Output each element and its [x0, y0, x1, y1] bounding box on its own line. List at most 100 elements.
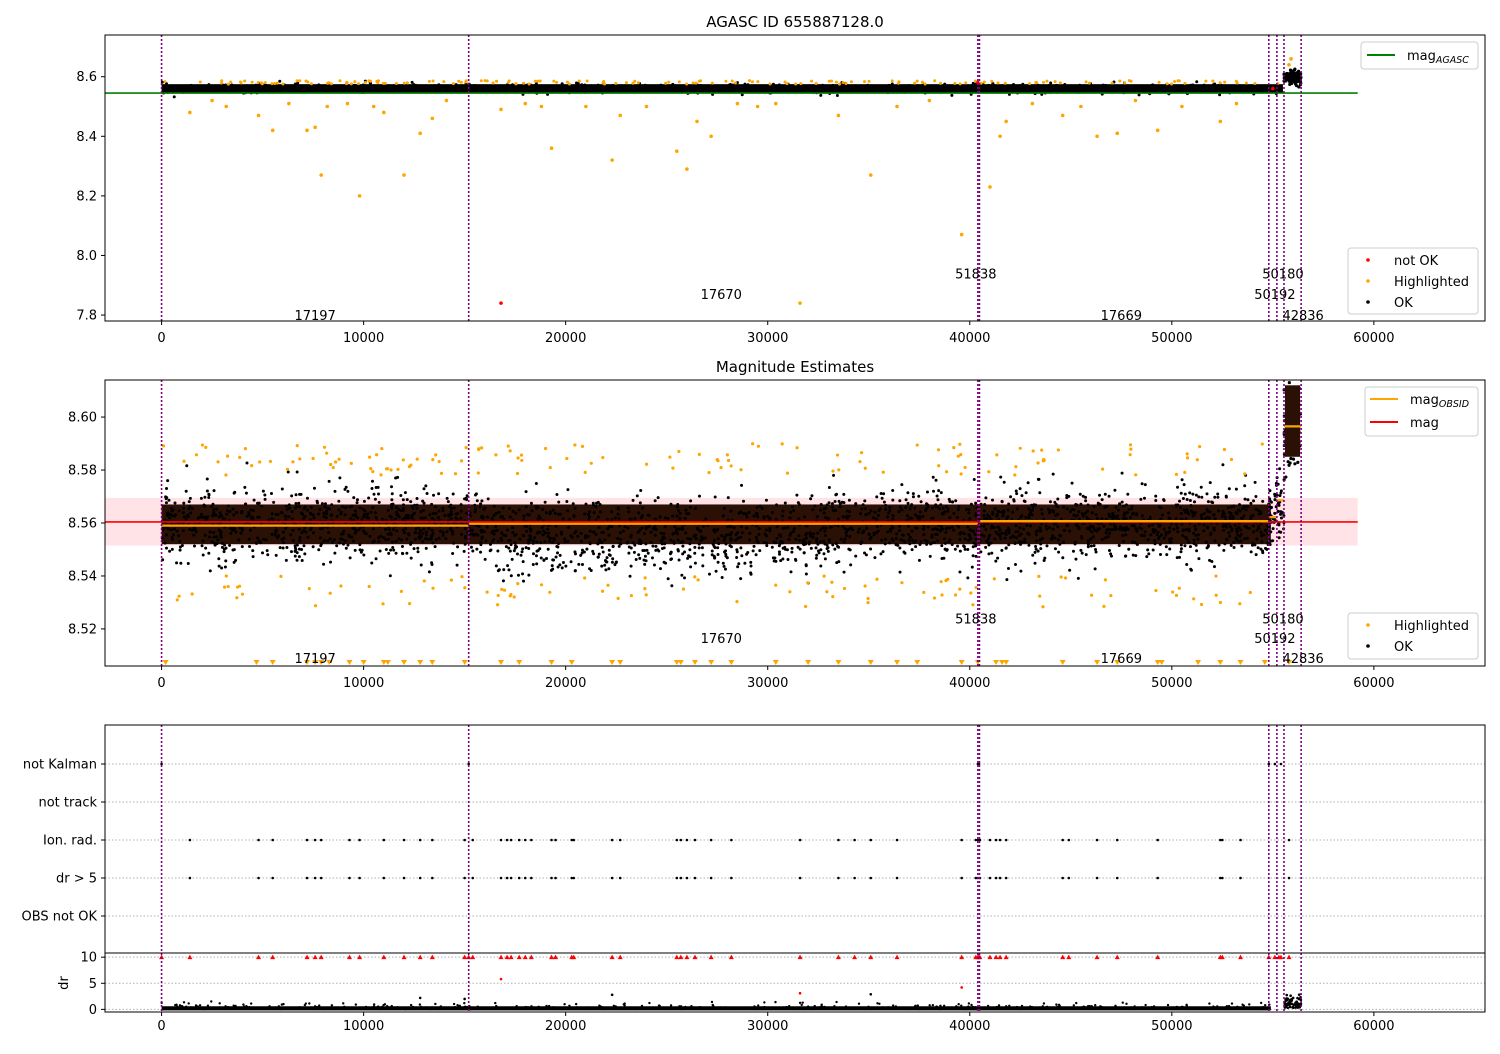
highlighted-point	[645, 463, 648, 466]
ok-point	[444, 537, 447, 540]
ok-point	[1113, 489, 1116, 492]
ok-point	[1075, 524, 1078, 527]
ok-point	[907, 525, 910, 528]
ok-point	[1163, 499, 1166, 502]
ok-point	[481, 529, 484, 532]
ok-point	[390, 485, 393, 488]
ok-point	[500, 531, 503, 534]
dr-point	[887, 1006, 889, 1008]
ok-point	[397, 508, 400, 511]
ok-point	[1287, 460, 1290, 463]
ok-point	[1039, 543, 1042, 546]
ok-point	[805, 532, 808, 535]
dr-point	[199, 1004, 201, 1006]
ok-point	[1192, 514, 1195, 517]
ok-point	[964, 548, 967, 551]
ok-point	[325, 510, 328, 513]
highlighted-point	[403, 82, 406, 85]
highlighted-point	[199, 80, 202, 83]
ok-point	[775, 537, 778, 540]
x-tick-label: 60000	[1353, 331, 1394, 346]
flag-point	[467, 763, 470, 766]
ok-point	[515, 545, 518, 548]
ok-point	[865, 89, 868, 92]
ok-point	[197, 517, 200, 520]
ok-point	[486, 526, 489, 529]
ok-point	[540, 557, 543, 560]
ok-point	[492, 514, 495, 517]
dr-point	[799, 1002, 801, 1004]
ok-point	[1291, 76, 1294, 79]
ok-point	[479, 506, 482, 509]
ok-point	[1183, 544, 1186, 547]
ok-point	[748, 532, 751, 535]
flag-point	[506, 839, 509, 842]
flag-point	[463, 839, 466, 842]
ok-point	[650, 541, 653, 544]
dr-point	[756, 1008, 758, 1010]
ok-point	[213, 489, 216, 492]
ok-point	[608, 553, 611, 556]
ok-point	[593, 511, 596, 514]
ok-point	[1114, 516, 1117, 519]
ok-point	[1009, 495, 1012, 498]
flag-point	[1067, 877, 1070, 880]
ok-point	[557, 542, 560, 545]
ok-point	[497, 569, 500, 572]
ok-point	[424, 484, 427, 487]
dr-point	[386, 1005, 388, 1007]
ok-point	[677, 550, 680, 553]
ok-point	[1000, 549, 1003, 552]
ok-point	[1183, 85, 1186, 88]
highlighted-point	[1109, 594, 1112, 597]
highlighted-point	[480, 79, 483, 82]
ok-point	[1134, 554, 1137, 557]
ok-point	[798, 539, 801, 542]
ok-point	[282, 531, 285, 534]
ok-point	[938, 507, 941, 510]
ok-point	[259, 87, 262, 90]
ok-point	[590, 569, 593, 572]
ok-point	[808, 84, 811, 87]
ok-point	[573, 515, 576, 518]
ok-point	[888, 541, 891, 544]
ok-point	[559, 554, 562, 557]
ok-point	[292, 86, 295, 89]
ok-point	[290, 494, 293, 497]
ok-point	[285, 505, 288, 508]
ok-point	[509, 515, 512, 518]
ok-point	[958, 532, 961, 535]
flag-point	[506, 877, 509, 880]
ok-point	[1159, 524, 1162, 527]
ok-point	[847, 528, 850, 531]
ok-point	[1077, 577, 1080, 580]
dr-point	[970, 1004, 972, 1006]
ok-point	[598, 538, 601, 541]
dr-point	[670, 1004, 672, 1006]
highlighted-point	[614, 82, 617, 85]
ok-point	[654, 549, 657, 552]
ok-point	[1260, 540, 1263, 543]
ok-point	[226, 86, 229, 89]
highlighted-point	[868, 80, 871, 83]
legend-label: Highlighted	[1394, 619, 1469, 634]
dr-point	[753, 1008, 755, 1010]
ok-point	[354, 528, 357, 531]
ok-point	[233, 561, 236, 564]
ok-point	[602, 87, 605, 90]
ok-point	[546, 528, 549, 531]
ok-point	[1222, 529, 1225, 532]
ok-point	[740, 525, 743, 528]
ok-point	[312, 531, 315, 534]
ok-point	[194, 528, 197, 531]
highlighted-point	[1198, 445, 1201, 448]
ok-point	[633, 551, 636, 554]
dr-point	[548, 1005, 550, 1007]
highlighted-point	[590, 462, 593, 465]
ok-point	[903, 552, 906, 555]
ok-point	[795, 494, 798, 497]
dr-point	[614, 1005, 616, 1007]
ok-point	[913, 507, 916, 510]
highlighted-point	[960, 233, 964, 237]
